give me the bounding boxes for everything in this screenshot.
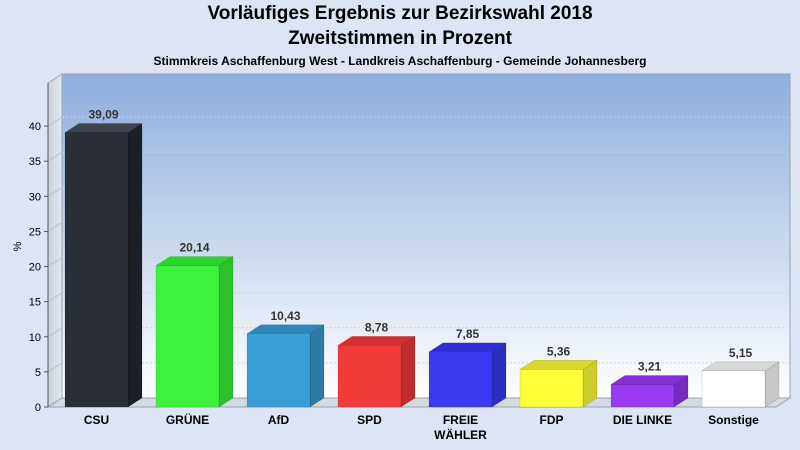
bar-afd: 10,43 — [246, 309, 325, 408]
grid-line-side — [47, 362, 63, 373]
grid-line-side — [47, 292, 63, 303]
bar-top — [428, 342, 507, 353]
bar-value-label: 3,21 — [638, 359, 662, 373]
y-axis: 0 5 10 15 20 25 30 35 40 — [29, 83, 49, 414]
bar-value-label: 7,85 — [456, 327, 480, 341]
y-tick-label: 0 — [35, 402, 41, 414]
bar-side — [218, 256, 234, 408]
bars: 39,09 20,14 10,43 8,78 7,85 5,36 3,21 5,15 — [64, 108, 780, 408]
grid-line-side — [47, 116, 63, 127]
bar-side — [309, 324, 325, 408]
bar — [155, 265, 220, 408]
bar-side — [127, 123, 143, 408]
x-tick-label: GRÜNE — [166, 412, 209, 427]
bar-value-label: 39,09 — [88, 108, 118, 122]
bar-top — [246, 324, 325, 335]
bar-value-label: 10,43 — [270, 309, 300, 323]
bar — [64, 132, 129, 408]
bar-value-label: 5,36 — [547, 344, 571, 358]
bar — [246, 333, 311, 408]
y-tick-label: 25 — [29, 226, 41, 238]
bar — [337, 345, 402, 408]
x-tick-label: CSU — [84, 413, 109, 427]
plot-side-wall — [47, 73, 63, 408]
bar — [519, 369, 584, 408]
bar-value-label: 5,15 — [729, 346, 753, 360]
bar-top — [337, 336, 416, 346]
bar-grüne: 20,14 — [155, 241, 234, 408]
bar-die-linke: 3,21 — [610, 359, 689, 408]
grid-line-side — [47, 257, 63, 267]
bar-sonstige: 5,15 — [701, 346, 780, 408]
bar — [610, 384, 675, 408]
x-tick-label: AfD — [268, 413, 290, 427]
y-tick-label: 10 — [29, 332, 41, 344]
x-tick-label: DIE LINKE — [613, 413, 672, 427]
bar — [701, 370, 766, 408]
x-tick-label: Sonstige — [708, 413, 759, 427]
bar-fdp: 5,36 — [519, 344, 598, 408]
bar-side — [491, 342, 507, 408]
x-tick-label: FREIE WÄHLER — [434, 413, 487, 442]
y-tick-label: 35 — [29, 156, 41, 168]
bar-value-label: 20,14 — [179, 241, 209, 255]
y-axis-label: % — [12, 241, 24, 251]
x-tick-label: SPD — [357, 413, 382, 427]
y-tick-label: 30 — [29, 191, 41, 203]
chart-title-line1: Vorläufiges Ergebnis zur Bezirkswahl 201… — [207, 3, 593, 24]
bar-top — [64, 123, 143, 133]
chart-title-line2: Zweitstimmen in Prozent — [288, 28, 512, 49]
bar — [428, 351, 493, 408]
chart-subtitle: Stimmkreis Aschaffenburg West - Landkrei… — [153, 54, 647, 68]
bar-top — [610, 375, 689, 385]
bar-top — [519, 360, 598, 370]
bar-spd: 8,78 — [337, 320, 416, 408]
bar-csu: 39,09 — [64, 108, 143, 408]
grid-line-side — [47, 222, 63, 232]
y-tick-label: 15 — [29, 297, 41, 309]
bar-top — [155, 256, 234, 266]
x-tick-label: FDP — [540, 413, 564, 427]
grid-line-side — [47, 186, 63, 197]
y-tick-label: 5 — [35, 367, 41, 379]
bar-top — [701, 361, 780, 372]
y-tick-label: 20 — [29, 262, 41, 274]
x-axis-labels: CSU GRÜNE AfD SPD FREIE WÄHLER FDP DIE LINKE Son… — [84, 412, 759, 442]
y-tick-label: 40 — [29, 121, 41, 133]
bar-freie-wähler: 7,85 — [428, 327, 507, 408]
grid-line-side — [47, 327, 63, 338]
bar-value-label: 8,78 — [365, 320, 389, 334]
bar-side — [400, 335, 416, 408]
grid-line-side — [47, 151, 63, 162]
